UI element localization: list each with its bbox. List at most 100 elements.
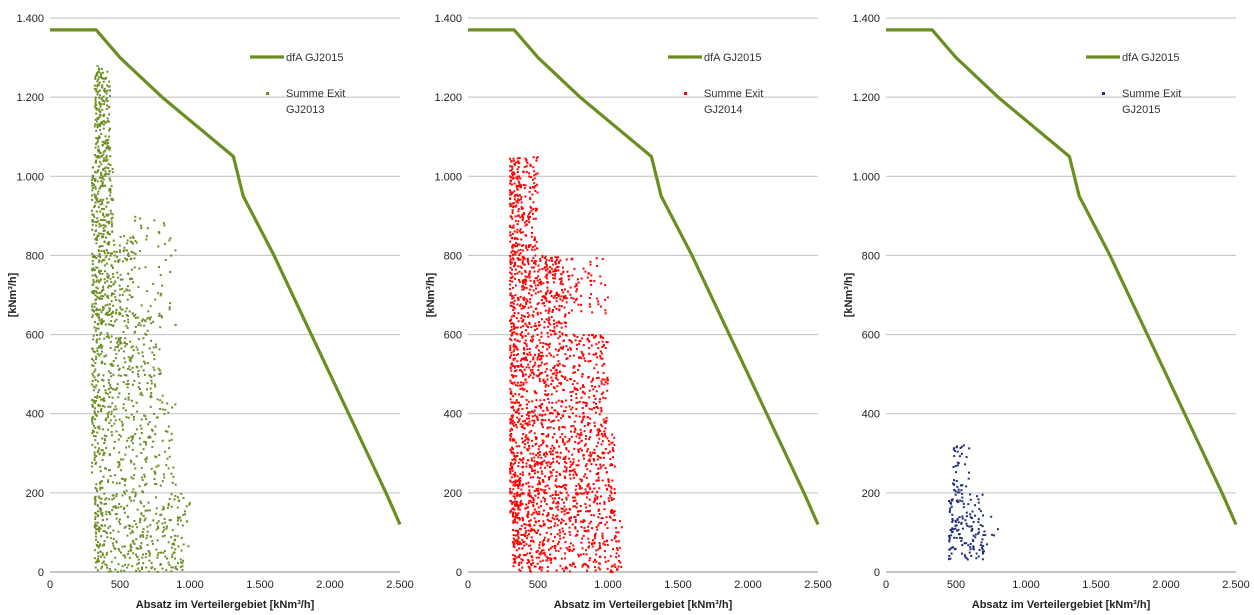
scatter-point — [510, 176, 513, 179]
scatter-point — [511, 511, 514, 514]
scatter-point — [576, 493, 579, 496]
scatter-point — [93, 435, 95, 438]
scatter-point — [107, 416, 110, 419]
scatter-point — [617, 554, 620, 557]
chart-panel-3: 0 200 400 600 800 1.000 1.200 1.400 0 500 1.000 1.5… — [836, 0, 1254, 615]
scatter-point — [537, 284, 540, 287]
scatter-point — [526, 359, 529, 362]
scatter-point — [97, 560, 100, 563]
scatter-point — [576, 278, 579, 281]
scatter-point — [955, 520, 958, 523]
scatter-point — [600, 382, 603, 385]
scatter-point — [587, 360, 590, 363]
scatter-point — [535, 436, 538, 439]
scatter-point — [142, 528, 145, 531]
scatter-point — [106, 201, 109, 204]
scatter-point — [523, 263, 526, 266]
scatter-point — [99, 114, 102, 117]
scatter-point — [538, 454, 541, 457]
scatter-point — [103, 451, 106, 454]
scatter-point — [523, 368, 526, 371]
scatter-point — [550, 558, 553, 561]
scatter-point — [544, 261, 547, 264]
scatter-point — [96, 374, 99, 377]
scatter-point — [520, 488, 523, 491]
scatter-point — [110, 280, 113, 283]
scatter-point — [518, 404, 521, 407]
scatter-point — [509, 418, 512, 421]
scatter-point — [91, 364, 94, 367]
scatter-point — [114, 346, 117, 349]
scatter-point — [563, 460, 566, 463]
scatter-point — [122, 478, 125, 481]
scatter-point — [597, 347, 600, 350]
scatter-point — [599, 355, 602, 358]
scatter-point — [104, 159, 107, 162]
scatter-point — [94, 275, 97, 278]
scatter-point — [601, 346, 604, 349]
scatter-point — [95, 532, 98, 535]
scatter-point — [574, 527, 577, 530]
scatter-point — [536, 483, 539, 486]
scatter-point — [956, 461, 959, 464]
scatter-point — [522, 315, 525, 318]
scatter-point — [521, 461, 524, 464]
scatter-point — [166, 506, 169, 509]
scatter-point — [99, 480, 102, 483]
scatter-point — [582, 401, 585, 404]
scatter-point — [130, 499, 133, 502]
scatter-point — [96, 80, 99, 83]
scatter-point — [551, 309, 554, 312]
scatter-point — [116, 341, 119, 344]
scatter-point — [152, 440, 155, 443]
scatter-point — [569, 570, 572, 573]
scatter-point — [91, 176, 94, 179]
scatter-point — [101, 200, 104, 203]
scatter-point — [545, 444, 548, 447]
scatter-point — [95, 74, 98, 77]
scatter-point — [117, 368, 120, 371]
scatter-point — [509, 189, 512, 192]
scatter-point — [545, 383, 548, 386]
scatter-point — [174, 494, 177, 497]
scatter-point — [579, 447, 582, 450]
scatter-point — [538, 405, 541, 408]
scatter-point — [513, 462, 516, 465]
scatter-point — [97, 528, 100, 531]
scatter-point — [171, 406, 174, 409]
scatter-point — [112, 529, 115, 532]
scatter-point — [952, 528, 955, 531]
scatter-point — [593, 424, 596, 427]
scatter-point — [512, 554, 515, 557]
scatter-point — [532, 371, 535, 374]
scatter-point — [541, 256, 544, 259]
scatter-point — [97, 200, 100, 203]
scatter-point — [555, 368, 558, 371]
scatter-point — [140, 224, 142, 227]
scatter-point — [93, 411, 96, 414]
scatter-point — [102, 224, 105, 227]
scatter-point — [533, 260, 536, 263]
scatter-point — [565, 466, 568, 469]
scatter-point — [512, 519, 515, 522]
scatter-point — [595, 473, 598, 476]
scatter-point — [527, 492, 530, 495]
scatter-point — [118, 520, 121, 523]
scatter-point — [960, 537, 963, 540]
scatter-point — [512, 473, 515, 476]
scatter-point — [107, 323, 110, 326]
scatter-point — [543, 498, 546, 501]
scatter-point — [512, 157, 515, 160]
scatter-point — [177, 500, 180, 503]
scatter-point — [112, 373, 115, 376]
scatter-point — [126, 439, 129, 442]
scatter-point — [597, 566, 600, 569]
scatter-point — [109, 363, 112, 366]
scatter-point — [516, 303, 519, 306]
scatter-point — [527, 257, 530, 260]
scatter-point — [551, 401, 554, 404]
scatter-point — [142, 369, 145, 372]
scatter-point — [604, 523, 607, 526]
scatter-point — [603, 501, 606, 504]
scatter-point — [144, 458, 147, 461]
